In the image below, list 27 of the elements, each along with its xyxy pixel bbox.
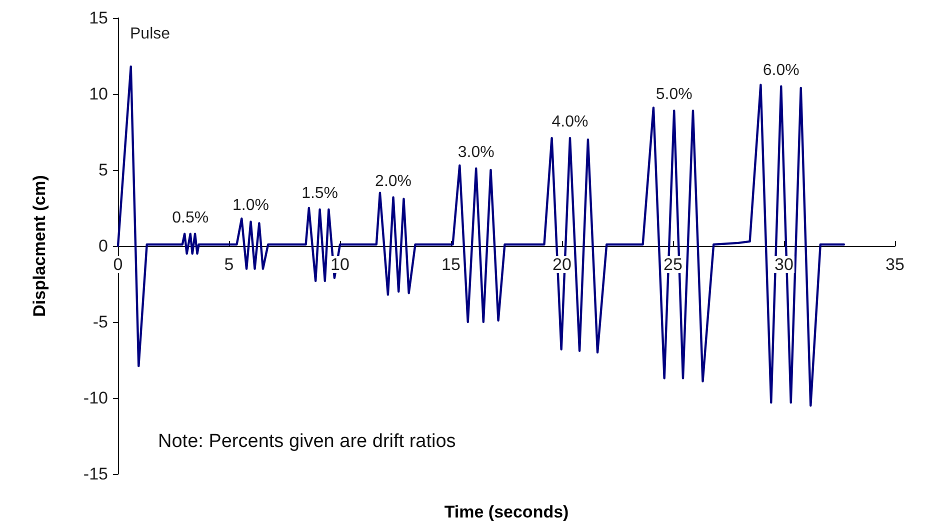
- x-tick-label: 35: [886, 255, 904, 274]
- x-tick-label: 15: [442, 255, 460, 274]
- annotation: 1.0%: [232, 197, 269, 214]
- annotation: 0.5%: [172, 209, 209, 226]
- annotation: 6.0%: [762, 62, 800, 79]
- y-tick-label: -15: [83, 464, 108, 484]
- annotation: Pulse: [130, 26, 170, 42]
- y-tick-label: -10: [83, 388, 108, 408]
- x-tick-label: 0: [113, 255, 123, 274]
- y-tick-label: 10: [89, 84, 108, 104]
- y-tick-label: 15: [89, 8, 108, 28]
- annotation: 5.0%: [656, 86, 692, 104]
- annotation: 4.0%: [552, 114, 588, 131]
- x-tick-label: 5: [224, 255, 234, 274]
- x-tick-label: 10: [330, 255, 350, 274]
- annotation: 3.0%: [458, 144, 494, 161]
- y-tick-label: -5: [92, 312, 108, 332]
- y-tick-label: 5: [98, 160, 108, 180]
- annotation: 1.5%: [302, 185, 338, 202]
- y-tick-label: 0: [98, 236, 108, 256]
- annotation: 2.0%: [375, 172, 412, 190]
- x-axis-title: Time (seconds): [444, 502, 569, 522]
- y-axis-title: Displacment (cm): [30, 175, 49, 317]
- annotation: Note: Percents given are drift ratios: [158, 431, 456, 452]
- x-tick-label: 25: [664, 255, 682, 274]
- x-tick-label: 30: [774, 255, 794, 274]
- x-tick-label: 20: [552, 255, 572, 274]
